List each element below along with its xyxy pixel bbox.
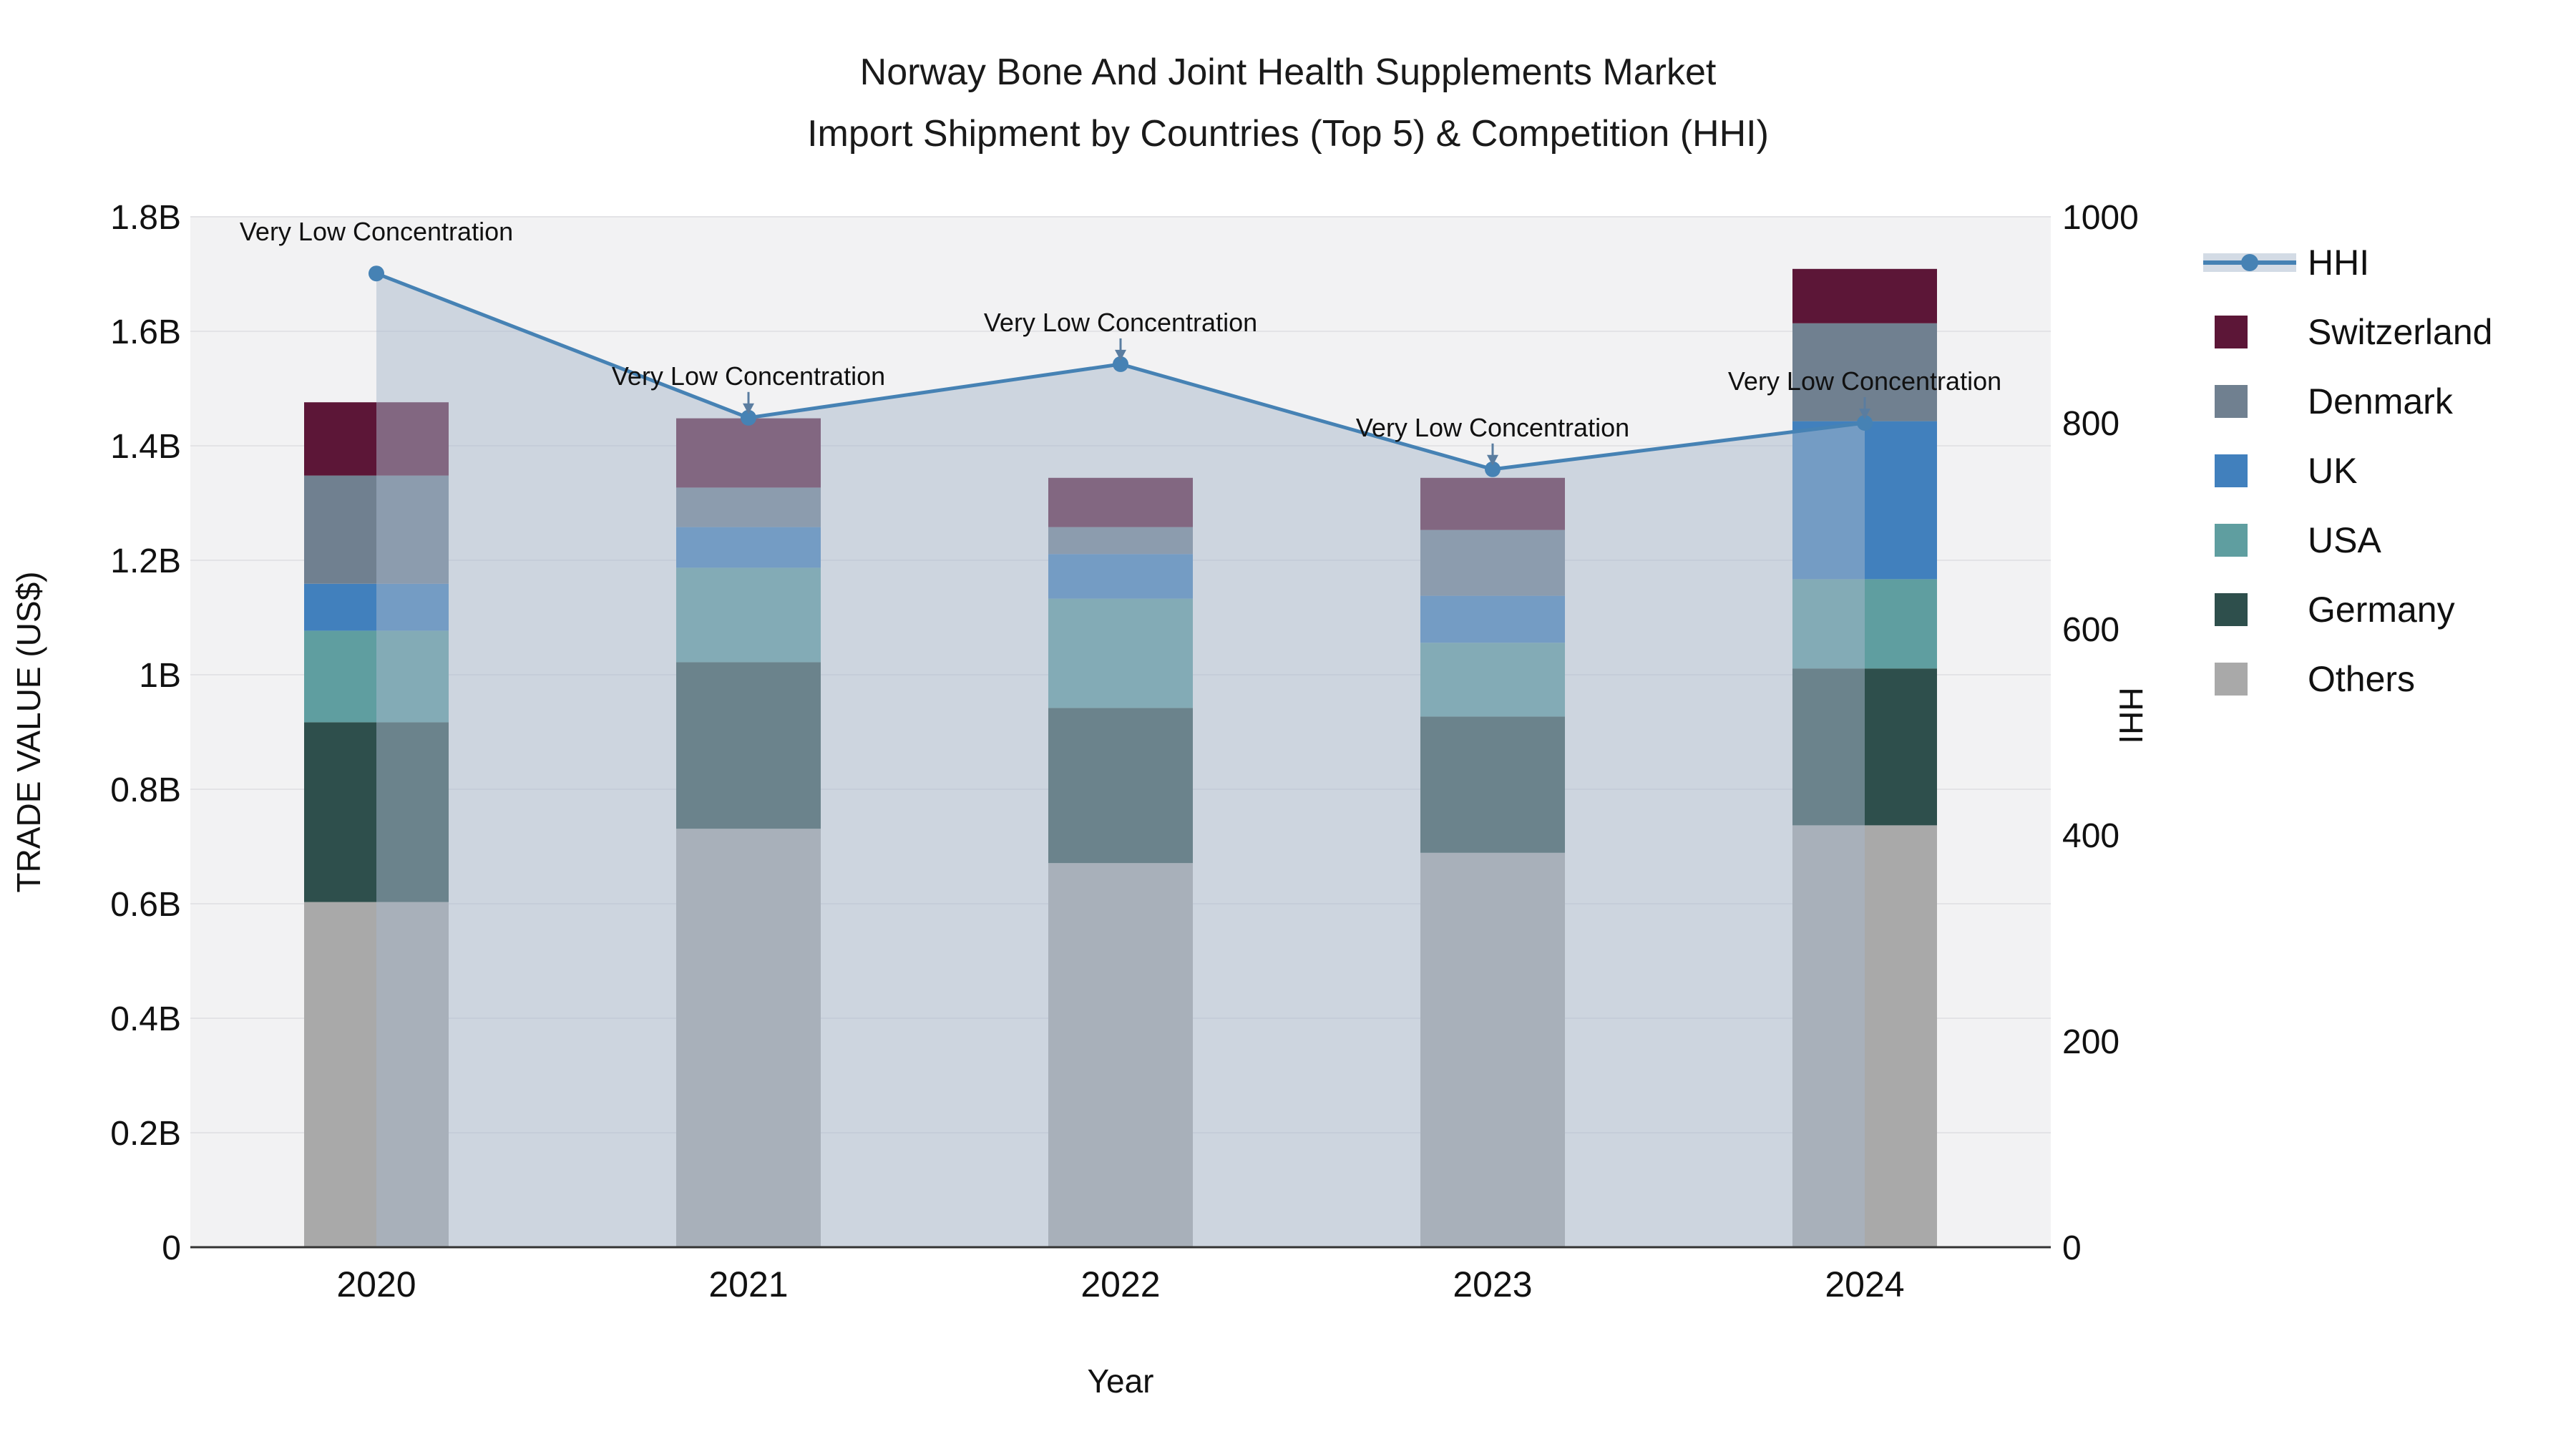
- annotation-2024: Very Low Concentration: [1728, 366, 2001, 396]
- germany-color-swatch: [2215, 592, 2248, 626]
- annotation-2021: Very Low Concentration: [612, 361, 885, 391]
- annotation-arrowhead-2021: [743, 403, 754, 414]
- x-axis-title: Year: [1087, 1362, 1154, 1400]
- legend-item-uk[interactable]: UK: [2200, 436, 2492, 505]
- legend-item-switzerland[interactable]: Switzerland: [2200, 297, 2492, 366]
- legend-label: UK: [2308, 450, 2358, 491]
- y-left-tick-label: 0.8B: [110, 771, 181, 809]
- legend-label: Denmark: [2308, 381, 2453, 421]
- y-left-tick-label: 1.8B: [110, 199, 181, 237]
- denmark-color-swatch: [2215, 384, 2248, 418]
- usa-color-swatch: [2215, 523, 2248, 557]
- y-right-tick-label: 200: [2062, 1023, 2119, 1061]
- denmark-swatch-icon: [2200, 366, 2308, 436]
- legend-label: USA: [2308, 519, 2381, 560]
- y-right-tick-label: 1000: [2062, 199, 2139, 237]
- y-right-tick-label: 800: [2062, 405, 2119, 443]
- x-tick-label: 2023: [1453, 1264, 1532, 1304]
- legend-label: Others: [2308, 658, 2416, 699]
- y-left-tick-label: 1B: [139, 657, 181, 695]
- legend-label: Switzerland: [2308, 311, 2493, 352]
- legend-item-denmark[interactable]: Denmark: [2200, 366, 2492, 436]
- y-right-tick-label: 0: [2062, 1229, 2082, 1267]
- hhi-legend-glyph: [2241, 253, 2258, 271]
- legend-item-usa[interactable]: USA: [2200, 505, 2492, 575]
- others-swatch-icon: [2200, 644, 2308, 713]
- switzerland-color-swatch: [2215, 315, 2248, 348]
- annotation-2022: Very Low Concentration: [984, 308, 1257, 337]
- legend-label: Germany: [2308, 589, 2455, 630]
- hhi-marker-2021: [741, 409, 756, 426]
- annotation-arrowhead-2022: [1115, 349, 1126, 361]
- annotation-arrowhead-2023: [1487, 454, 1498, 466]
- legend-item-hhi[interactable]: HHI: [2200, 228, 2492, 297]
- germany-swatch-icon: [2200, 575, 2308, 644]
- y-left-tick-label: 1.2B: [110, 542, 181, 580]
- y-left-tick-label: 0.4B: [110, 1000, 181, 1038]
- y-left-tick-label: 0.2B: [110, 1115, 181, 1153]
- chart-title: Norway Bone And Joint Health Supplements…: [0, 42, 2576, 165]
- usa-swatch-icon: [2200, 505, 2308, 575]
- x-tick-label: 2020: [336, 1264, 416, 1304]
- y-left-tick-label: 1.4B: [110, 428, 181, 466]
- y-right-tick-label: 400: [2062, 817, 2119, 855]
- legend: HHI Switzerland Denmark UK USA Germany O…: [2200, 228, 2492, 713]
- legend-label: HHI: [2308, 242, 2370, 283]
- legend-item-germany[interactable]: Germany: [2200, 575, 2492, 644]
- annotation-2023: Very Low Concentration: [1356, 413, 1629, 442]
- y-right-tick-label: 600: [2062, 611, 2119, 649]
- others-color-swatch: [2215, 662, 2248, 696]
- hhi-marker-2023: [1485, 461, 1501, 477]
- annotation-arrowhead-2024: [1859, 409, 1870, 419]
- chart-title-line2: Import Shipment by Countries (Top 5) & C…: [807, 113, 1769, 155]
- chart-title-line1: Norway Bone And Joint Health Supplements…: [859, 52, 1717, 93]
- bar-segment-switzerland-2024: [1792, 268, 1937, 323]
- y-axis-left-title: TRADE VALUE (US$): [10, 571, 47, 893]
- y-left-tick-label: 0: [162, 1229, 181, 1267]
- hhi-marker-2022: [1113, 356, 1128, 372]
- hhi-marker-2020: [369, 265, 384, 282]
- x-tick-label: 2021: [708, 1264, 788, 1304]
- hhi-marker-2024: [1857, 415, 1873, 431]
- hhi-area: [376, 273, 1865, 1248]
- uk-swatch-icon: [2200, 436, 2308, 505]
- legend-item-others[interactable]: Others: [2200, 644, 2492, 713]
- switzerland-swatch-icon: [2200, 297, 2308, 366]
- y-left-tick-label: 1.6B: [110, 313, 181, 351]
- uk-color-swatch: [2215, 454, 2248, 487]
- y-axis-right-title: HHI: [2112, 687, 2150, 744]
- y-left-tick-label: 0.6B: [110, 886, 181, 924]
- x-tick-label: 2024: [1825, 1264, 1904, 1304]
- hhi-line-legend-icon: [2200, 228, 2308, 297]
- annotation-2020: Very Low Concentration: [240, 217, 513, 246]
- x-tick-label: 2022: [1080, 1264, 1160, 1304]
